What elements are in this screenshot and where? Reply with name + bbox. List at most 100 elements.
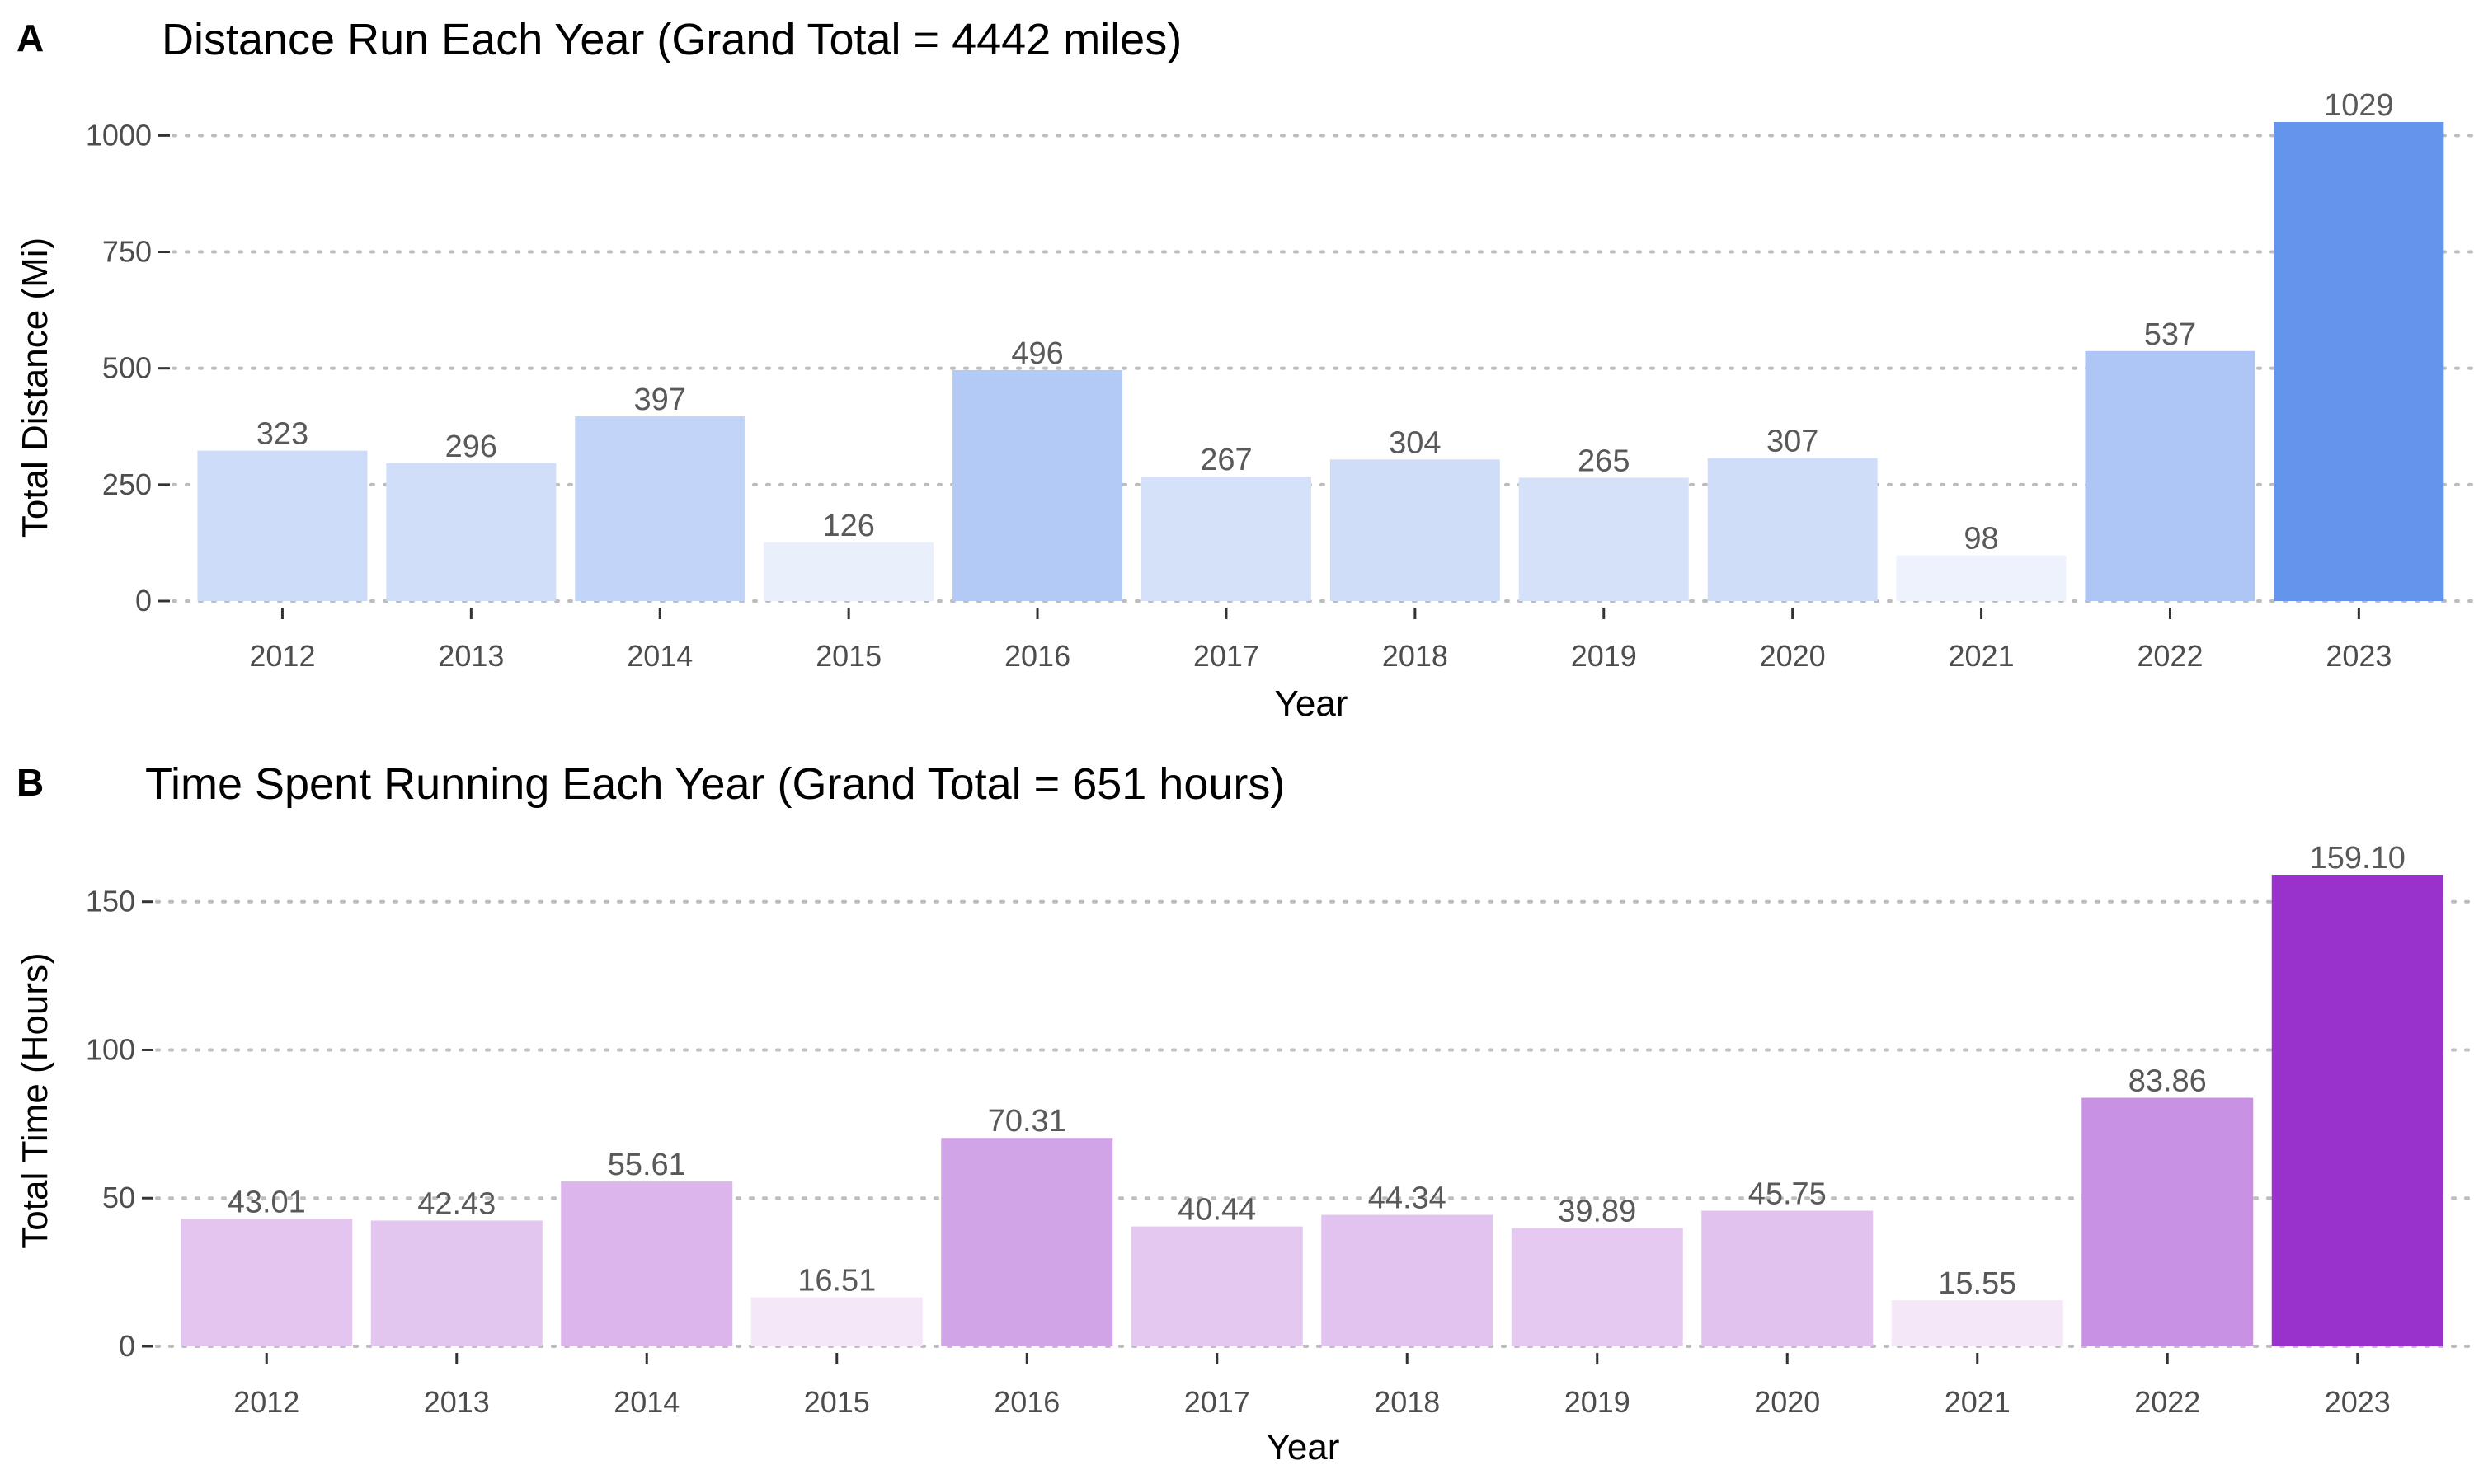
x-tick-label: 2012 (233, 1385, 299, 1419)
bar-value-label: 40.44 (1178, 1193, 1256, 1228)
x-tick-label: 2014 (627, 639, 693, 673)
bar-2020 (1701, 1210, 1874, 1346)
bar-2023 (2274, 122, 2444, 601)
y-axis-title: Total Distance (Mi) (15, 237, 55, 538)
bar-2012 (197, 450, 368, 601)
bar-2014 (561, 1181, 733, 1346)
bar-2022 (2085, 350, 2255, 601)
bar-value-label: 296 (445, 430, 497, 464)
panel-letter: A (16, 16, 44, 59)
bar-value-label: 304 (1389, 425, 1441, 460)
bar-2020 (1707, 458, 1878, 601)
bar-value-labels: 323 296 397 126 496 267 304 265 307 98 537 1029 (256, 88, 2394, 556)
bar-2015 (764, 542, 934, 601)
bar-2016 (941, 1138, 1113, 1346)
x-tick-label: 2021 (1945, 1385, 2011, 1419)
bar-value-label: 126 (822, 509, 874, 543)
x-tick-label: 2015 (804, 1385, 870, 1419)
bar-2015 (750, 1297, 923, 1346)
bar-2013 (370, 1220, 543, 1346)
x-tick-label: 2013 (438, 639, 504, 673)
y-axis: 0 50 100 150 (86, 885, 153, 1363)
bar-2012 (181, 1219, 353, 1346)
bar-2013 (386, 463, 557, 601)
x-axis: 2012 2013 2014 2015 2016 2017 2018 2019 2020 2021… (249, 608, 2392, 673)
y-axis-title: Total Time (Hours) (15, 952, 55, 1248)
y-tick-label: 1000 (86, 118, 152, 152)
x-tick-label: 2018 (1374, 1385, 1440, 1419)
bar-value-label: 83.86 (2128, 1064, 2207, 1099)
bar-2023 (2271, 875, 2443, 1346)
bar-value-label: 265 (1578, 444, 1630, 478)
bar-2016 (952, 369, 1123, 601)
bar-value-label: 42.43 (417, 1186, 496, 1221)
bar-2019 (1511, 1228, 1683, 1346)
bar-2022 (2081, 1097, 2254, 1346)
x-tick-label: 2017 (1184, 1385, 1250, 1419)
bar-2018 (1321, 1214, 1493, 1346)
x-tick-label: 2019 (1564, 1385, 1630, 1419)
x-tick-label: 2016 (1004, 639, 1070, 673)
y-tick-label: 0 (135, 584, 152, 618)
bar-value-label: 496 (1011, 336, 1063, 371)
x-axis: 2012 2013 2014 2015 2016 2017 2018 2019 2020 2021… (233, 1353, 2391, 1419)
x-axis-title: Year (1267, 1427, 1340, 1468)
bar-2019 (1518, 477, 1689, 601)
bar-value-label: 43.01 (228, 1185, 306, 1219)
x-tick-label: 2014 (614, 1385, 680, 1419)
bar-value-label: 70.31 (988, 1104, 1066, 1139)
bar-value-label: 39.89 (1558, 1195, 1636, 1229)
y-tick-label: 500 (102, 351, 152, 385)
bar-value-label: 44.34 (1368, 1181, 1446, 1216)
bar-value-label: 98 (1964, 522, 1998, 556)
bar-value-label: 537 (2144, 317, 2196, 352)
y-tick-label: 150 (86, 885, 135, 918)
x-tick-label: 2022 (2134, 1385, 2200, 1419)
x-tick-label: 2022 (2137, 639, 2203, 673)
y-tick-label: 50 (102, 1181, 135, 1214)
x-tick-label: 2013 (424, 1385, 490, 1419)
bar-value-label: 55.61 (608, 1148, 686, 1182)
bar-value-label: 16.51 (797, 1264, 876, 1298)
y-tick-label: 750 (102, 235, 152, 269)
bar-2017 (1131, 1226, 1303, 1346)
x-tick-label: 2020 (1754, 1385, 1820, 1419)
y-tick-label: 100 (86, 1032, 135, 1066)
x-tick-label: 2016 (994, 1385, 1060, 1419)
bar-value-label: 15.55 (1938, 1266, 2016, 1301)
bar-value-label: 307 (1766, 425, 1818, 459)
y-axis: 0 250 500 750 1000 (86, 118, 170, 618)
bars (197, 122, 2444, 601)
x-tick-label: 2018 (1382, 639, 1448, 673)
bar-value-label: 1029 (2324, 88, 2394, 123)
bar-value-label: 323 (256, 417, 308, 452)
bar-value-label: 397 (634, 383, 686, 417)
gridlines (155, 899, 2474, 1348)
chart-title: Distance Run Each Year (Grand Total = 44… (162, 15, 1182, 64)
x-tick-label: 2017 (1193, 639, 1259, 673)
panel-a-distance-chart: A Distance Run Each Year (Grand Total = … (15, 15, 2474, 724)
x-tick-label: 2021 (1949, 639, 2015, 673)
bar-2014 (575, 416, 745, 601)
x-tick-label: 2023 (2326, 639, 2392, 673)
y-tick-label: 0 (119, 1329, 135, 1363)
bar-2017 (1141, 477, 1311, 601)
y-tick-label: 250 (102, 467, 152, 501)
x-tick-label: 2012 (249, 639, 315, 673)
bar-value-label: 267 (1200, 443, 1252, 477)
panel-b-time-chart: B Time Spent Running Each Year (Grand To… (15, 759, 2474, 1468)
panel-letter: B (16, 761, 44, 804)
x-axis-title: Year (1275, 683, 1348, 724)
x-tick-label: 2015 (816, 639, 882, 673)
bar-2021 (1896, 555, 2067, 601)
x-tick-label: 2023 (2325, 1385, 2391, 1419)
bar-value-label: 45.75 (1748, 1177, 1827, 1212)
x-tick-label: 2020 (1760, 639, 1826, 673)
bar-2018 (1329, 459, 1500, 601)
x-tick-label: 2019 (1571, 639, 1637, 673)
bar-value-label: 159.10 (2310, 841, 2406, 876)
bar-2021 (1891, 1300, 2063, 1346)
bar-value-labels: 43.01 42.43 55.61 16.51 70.31 40.44 44.34 39.89… (228, 841, 2406, 1301)
chart-title: Time Spent Running Each Year (Grand Tota… (145, 759, 1285, 809)
